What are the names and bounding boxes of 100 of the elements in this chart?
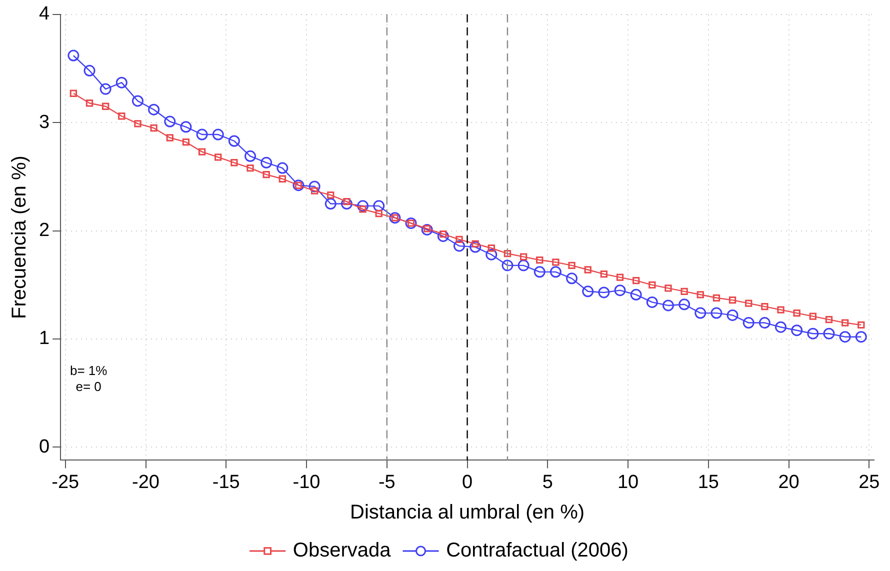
point bbox=[858, 321, 865, 329]
point bbox=[742, 317, 754, 329]
point bbox=[550, 266, 562, 278]
point bbox=[340, 198, 352, 210]
point bbox=[839, 331, 851, 343]
point bbox=[260, 156, 272, 168]
x-tick-label: -5 bbox=[378, 472, 396, 493]
point bbox=[164, 116, 176, 128]
x-tick-label: 25 bbox=[858, 472, 880, 493]
point bbox=[632, 277, 640, 284]
point bbox=[437, 230, 449, 242]
point bbox=[568, 262, 576, 270]
point bbox=[614, 284, 626, 296]
annotation: b= 1% bbox=[70, 362, 108, 378]
point bbox=[198, 148, 206, 156]
point bbox=[453, 240, 465, 252]
point bbox=[357, 200, 369, 212]
point bbox=[246, 164, 254, 172]
point bbox=[791, 324, 803, 336]
annotation: e= 0 bbox=[76, 378, 102, 394]
point bbox=[102, 102, 110, 110]
point bbox=[745, 300, 752, 307]
x-tick-label: -10 bbox=[292, 472, 320, 493]
point bbox=[166, 134, 174, 142]
point bbox=[694, 307, 706, 319]
legend-label: Contrafactual (2006) bbox=[412, 540, 628, 562]
point bbox=[373, 200, 385, 212]
point bbox=[793, 309, 800, 317]
point bbox=[310, 187, 318, 194]
point bbox=[536, 256, 544, 264]
point bbox=[696, 291, 704, 298]
point bbox=[534, 266, 546, 278]
point bbox=[276, 162, 288, 174]
point bbox=[616, 274, 624, 281]
x-tick-label: -20 bbox=[132, 472, 160, 493]
point bbox=[118, 112, 126, 120]
legend-label: Observada bbox=[260, 540, 392, 562]
point bbox=[327, 192, 334, 199]
x-tick-label: -15 bbox=[212, 472, 240, 493]
point bbox=[520, 253, 528, 260]
point bbox=[678, 298, 690, 310]
x-tick-label: 20 bbox=[778, 472, 800, 493]
point bbox=[584, 266, 592, 274]
point bbox=[196, 128, 208, 140]
point bbox=[518, 260, 530, 272]
y-tick-label: 2 bbox=[38, 220, 50, 242]
point bbox=[630, 288, 642, 300]
point bbox=[758, 317, 770, 329]
point bbox=[292, 180, 304, 192]
point bbox=[728, 296, 736, 304]
point bbox=[582, 286, 594, 298]
point bbox=[825, 316, 833, 324]
point bbox=[726, 309, 738, 321]
point bbox=[552, 258, 560, 266]
point bbox=[150, 124, 158, 132]
point bbox=[841, 319, 849, 326]
point bbox=[761, 302, 768, 310]
point bbox=[823, 328, 835, 340]
point bbox=[70, 90, 78, 97]
point bbox=[504, 250, 512, 258]
x-tick-label: 15 bbox=[698, 472, 719, 493]
point bbox=[421, 224, 433, 236]
point bbox=[502, 260, 514, 272]
point bbox=[134, 120, 142, 128]
y-tick-label: 0 bbox=[38, 436, 50, 458]
point bbox=[456, 236, 463, 244]
point bbox=[132, 95, 144, 107]
y-tick-label: 4 bbox=[38, 4, 50, 25]
point bbox=[84, 64, 96, 76]
point bbox=[488, 244, 495, 252]
point bbox=[712, 294, 720, 302]
point bbox=[405, 217, 417, 229]
point bbox=[244, 150, 256, 162]
point bbox=[662, 300, 674, 312]
point bbox=[389, 212, 401, 224]
point bbox=[278, 175, 286, 182]
point bbox=[680, 288, 688, 295]
x-tick-label: -25 bbox=[52, 472, 80, 493]
point bbox=[182, 138, 190, 146]
y-axis-title: Frecuencia (en %) bbox=[8, 156, 31, 320]
point bbox=[664, 284, 672, 292]
point bbox=[855, 331, 867, 343]
point bbox=[598, 286, 610, 298]
x-axis-title: Distancia al umbral (en %) bbox=[350, 502, 585, 524]
x-tick-label: 5 bbox=[542, 472, 553, 493]
y-tick-label: 3 bbox=[38, 112, 50, 133]
y-tick-label: 1 bbox=[38, 328, 50, 350]
point bbox=[100, 83, 112, 95]
point bbox=[230, 159, 238, 166]
point bbox=[262, 170, 270, 178]
point bbox=[375, 210, 382, 218]
x-tick-label: 10 bbox=[617, 472, 639, 493]
point bbox=[470, 241, 482, 253]
point bbox=[807, 328, 819, 340]
x-tick-label: 0 bbox=[462, 472, 473, 493]
point bbox=[86, 100, 94, 107]
point bbox=[180, 121, 192, 133]
point bbox=[68, 50, 80, 62]
point bbox=[212, 128, 224, 140]
point bbox=[777, 306, 784, 314]
